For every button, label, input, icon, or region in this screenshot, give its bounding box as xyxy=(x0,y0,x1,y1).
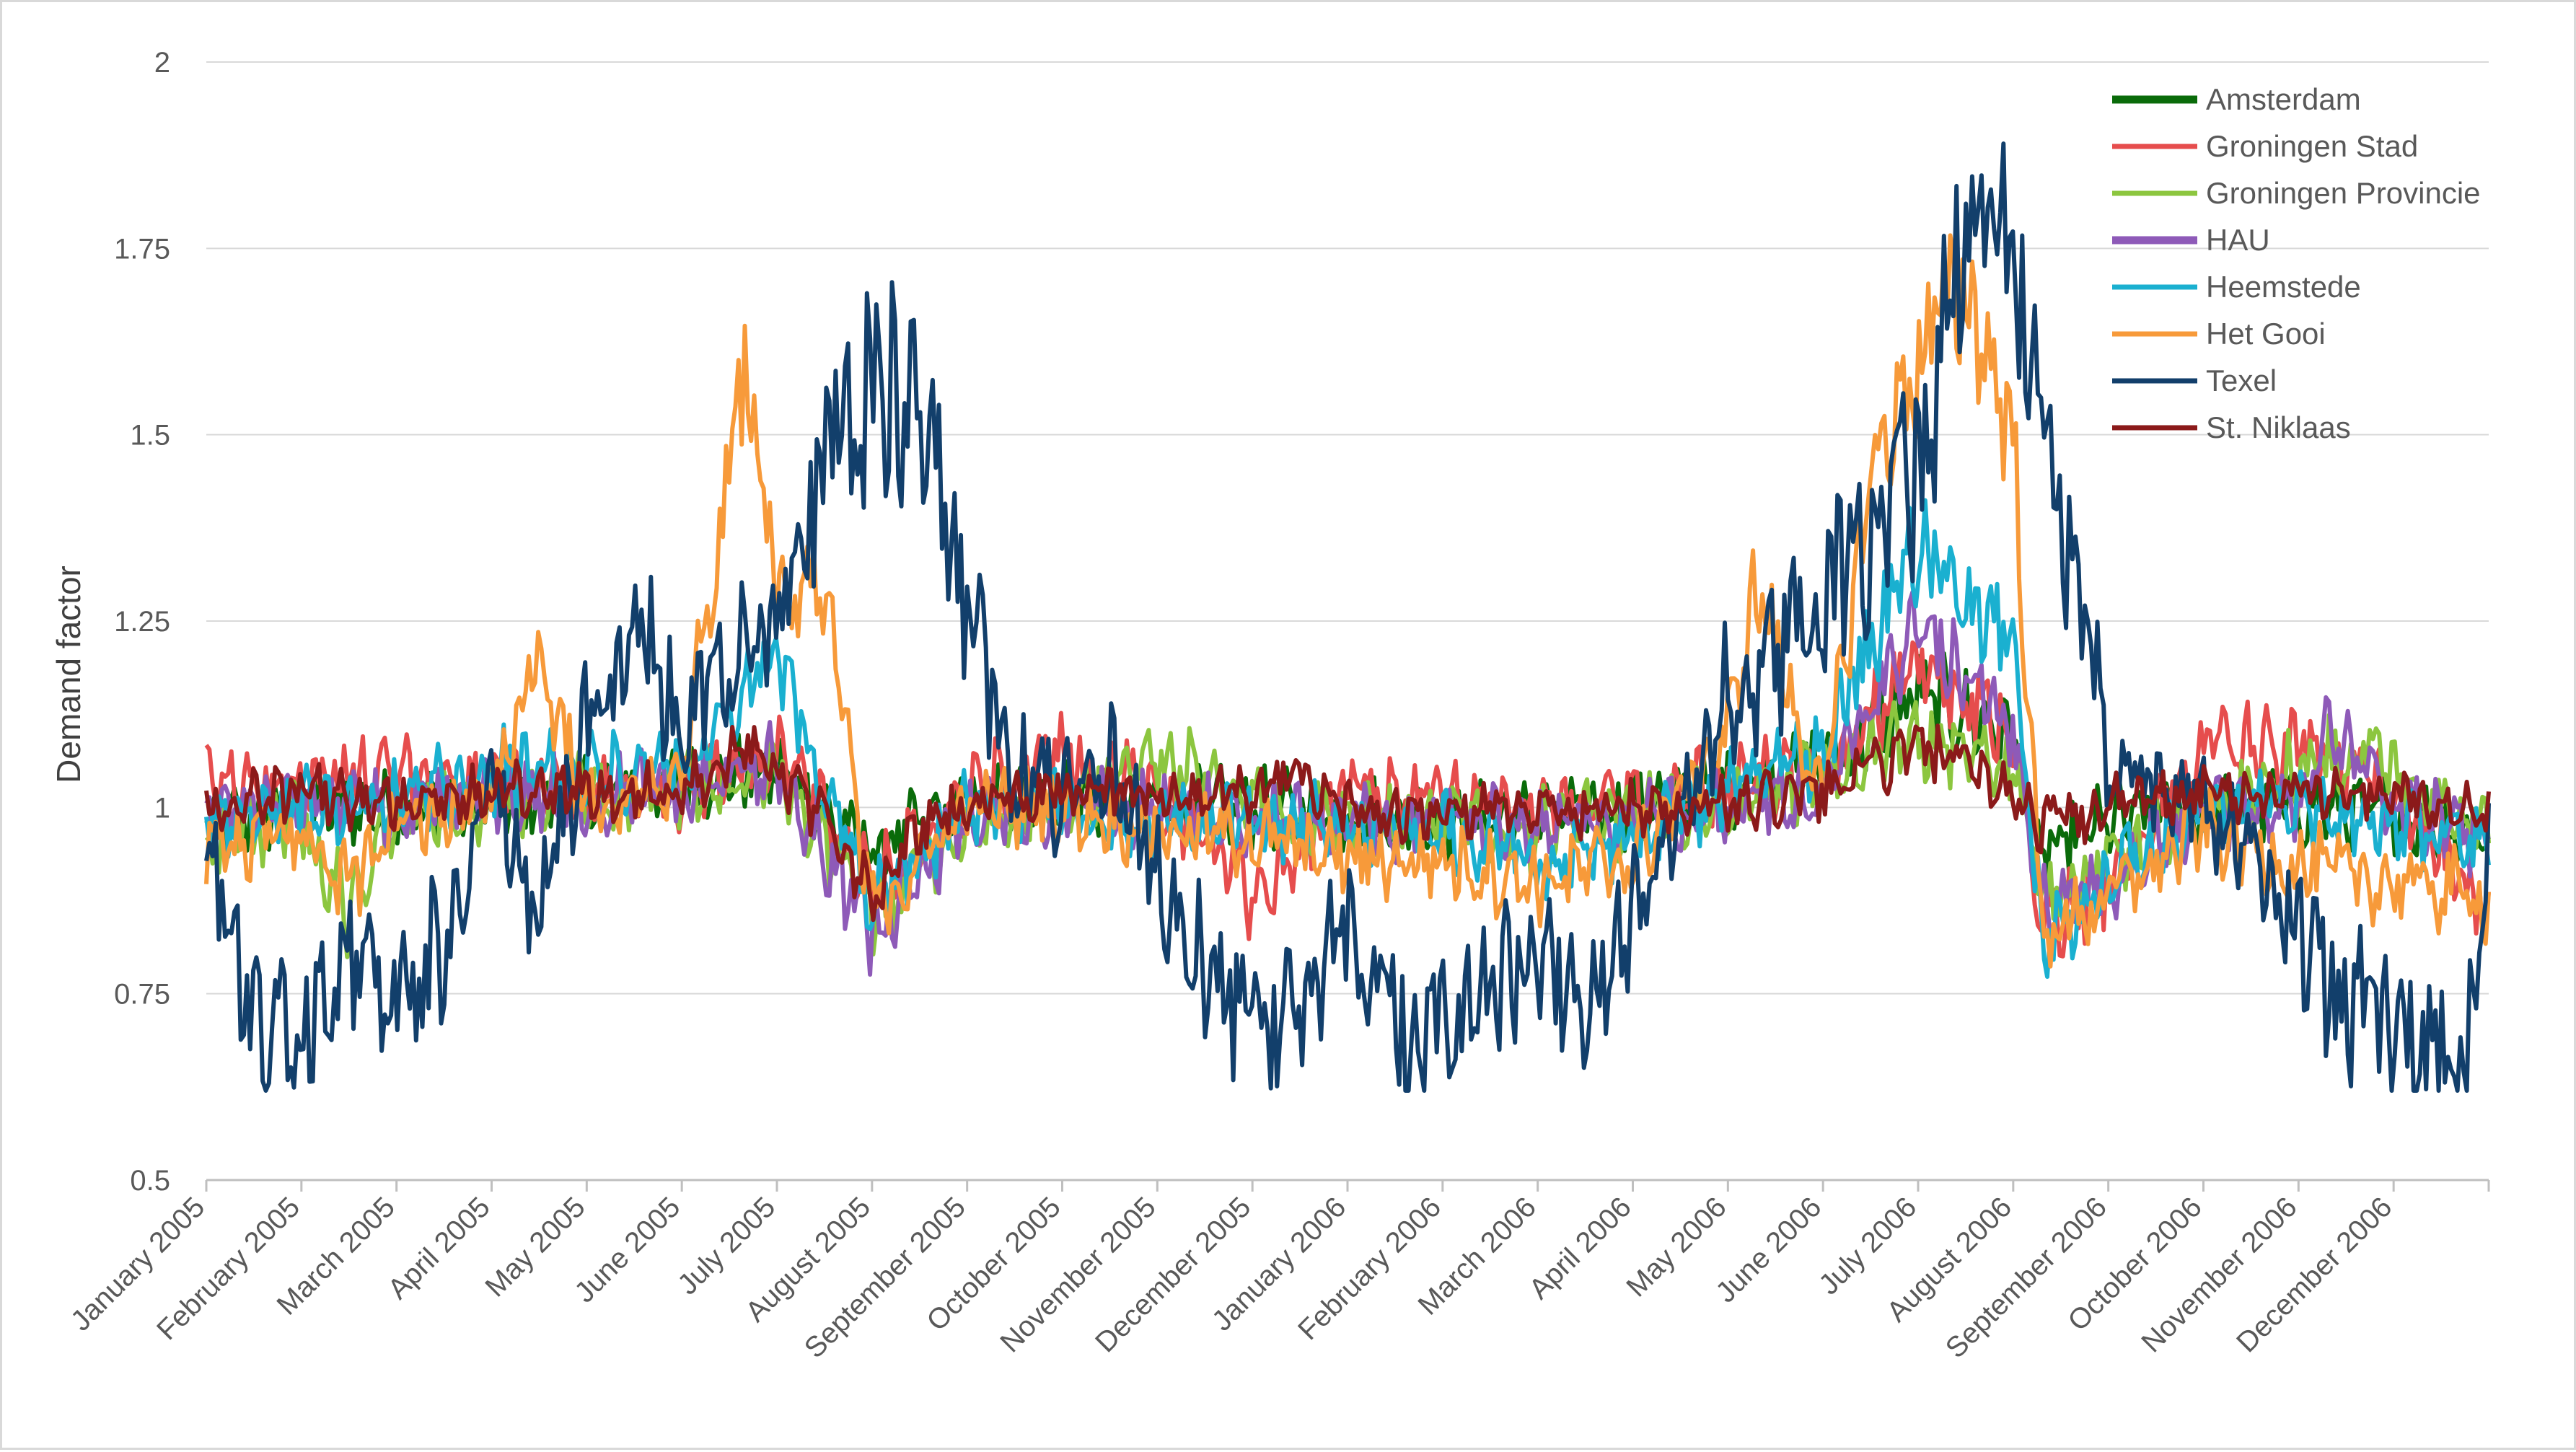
y-tick-label: 0.5 xyxy=(130,1165,170,1197)
legend-label: HAU xyxy=(2206,223,2270,257)
legend-label: Groningen Provincie xyxy=(2206,176,2481,210)
y-tick-label: 1 xyxy=(154,792,170,824)
y-axis: 0.5 0.75 1 1.25 1.5 1.75 2 xyxy=(114,47,170,1197)
y-tick-label: 1.5 xyxy=(130,420,170,452)
x-tick-label: April 2005 xyxy=(382,1191,496,1305)
series-lines xyxy=(204,141,2491,1093)
legend-label: Groningen Stad xyxy=(2206,129,2418,163)
y-tick-label: 1.75 xyxy=(114,233,170,265)
legend-label: Heemstede xyxy=(2206,270,2361,304)
y-tick-label: 1.25 xyxy=(114,606,170,638)
y-axis-title: Demand factor xyxy=(50,566,87,783)
legend-label: Het Gooi xyxy=(2206,317,2326,351)
legend-label: Texel xyxy=(2206,364,2277,397)
legend-label: St. Niklaas xyxy=(2206,410,2351,444)
series-line-st-niklaas xyxy=(204,723,2491,923)
series-line-het-gooi xyxy=(204,233,2491,969)
legend: Amsterdam Groningen Stad Groningen Provinc… xyxy=(2112,82,2481,444)
x-tick-label: September 2005 xyxy=(799,1191,972,1364)
series-line-texel xyxy=(204,141,2491,1093)
x-tick-label: April 2006 xyxy=(1523,1191,1637,1305)
x-tick-label: September 2006 xyxy=(1940,1191,2113,1364)
y-tick-label: 2 xyxy=(154,47,170,79)
y-tick-label: 0.75 xyxy=(114,979,170,1011)
legend-label: Amsterdam xyxy=(2206,82,2361,116)
